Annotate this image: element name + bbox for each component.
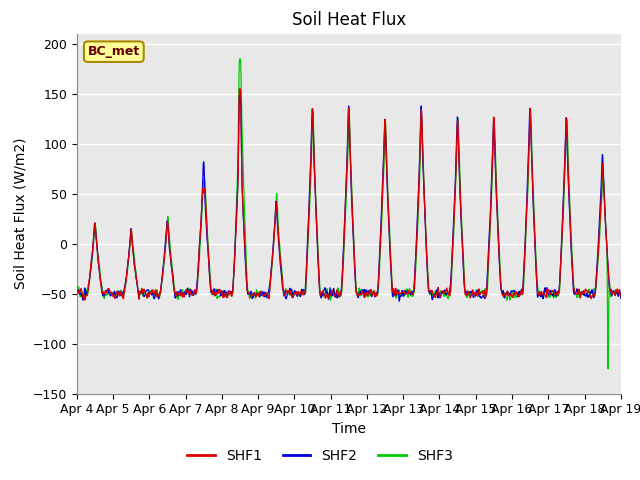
- SHF2: [396, 298, 403, 304]
- SHF1: [236, 86, 244, 92]
- SHF1: [617, 292, 625, 298]
- SHF2: [617, 295, 625, 301]
- SHF2: [365, 289, 372, 295]
- SHF3: [376, 249, 384, 254]
- Line: SHF1: SHF1: [77, 89, 621, 300]
- SHF2: [236, 93, 244, 98]
- SHF1: [584, 288, 592, 294]
- SHF2: [570, 285, 577, 290]
- SHF2: [225, 288, 232, 294]
- SHF3: [236, 56, 244, 61]
- SHF3: [73, 288, 81, 294]
- SHF1: [570, 280, 577, 286]
- SHF1: [508, 293, 515, 299]
- Y-axis label: Soil Heat Flux (W/m2): Soil Heat Flux (W/m2): [13, 138, 27, 289]
- SHF1: [377, 234, 385, 240]
- SHF3: [507, 294, 515, 300]
- SHF3: [604, 366, 612, 372]
- SHF1: [81, 297, 89, 303]
- SHF1: [225, 291, 232, 297]
- Line: SHF2: SHF2: [77, 96, 621, 301]
- SHF3: [365, 292, 372, 298]
- SHF3: [569, 269, 577, 275]
- SHF1: [365, 289, 372, 295]
- Legend: SHF1, SHF2, SHF3: SHF1, SHF2, SHF3: [181, 443, 459, 468]
- Title: Soil Heat Flux: Soil Heat Flux: [292, 11, 406, 29]
- SHF2: [73, 290, 81, 296]
- SHF2: [508, 288, 515, 294]
- SHF2: [584, 292, 592, 298]
- X-axis label: Time: Time: [332, 422, 366, 436]
- SHF3: [584, 288, 592, 294]
- Line: SHF3: SHF3: [77, 59, 621, 369]
- Text: BC_met: BC_met: [88, 45, 140, 58]
- SHF2: [376, 234, 384, 240]
- SHF3: [225, 290, 232, 296]
- SHF1: [73, 288, 81, 294]
- SHF3: [617, 294, 625, 300]
